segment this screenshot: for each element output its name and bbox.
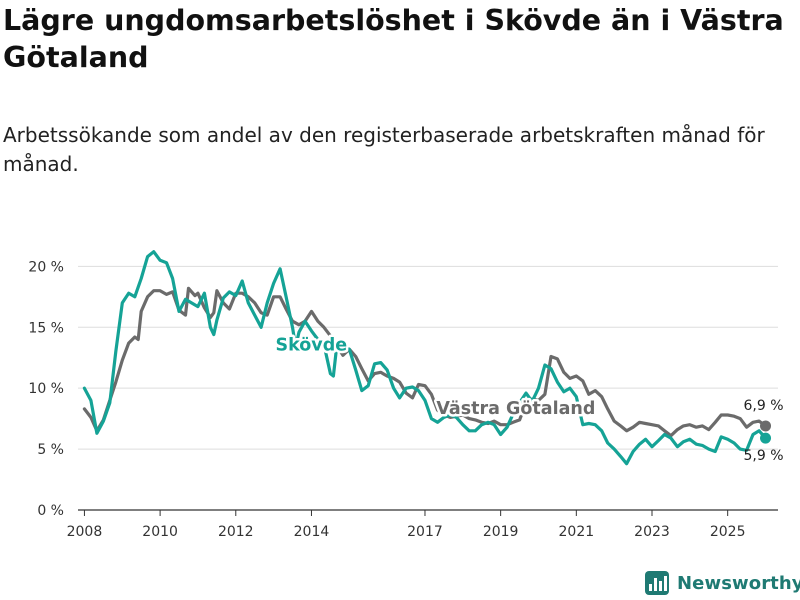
x-tick-label: 2019 xyxy=(483,524,519,540)
axis-layer: 0 % 5 % 10 % 15 % 20 % 2008 2010 2012 2014 2017 20… xyxy=(28,259,745,540)
x-tick-label: 2025 xyxy=(710,524,746,540)
end-value-label: 5,9 % xyxy=(743,448,783,464)
series-layer xyxy=(82,250,772,466)
x-tick-label: 2014 xyxy=(294,524,330,540)
x-tick-label: 2008 xyxy=(67,524,103,540)
chart-subtitle: Arbetssökande som andel av den registerb… xyxy=(3,123,765,176)
x-tick-label: 2021 xyxy=(559,524,595,540)
brand-name: Newsworthy xyxy=(677,572,800,594)
y-tick-label: 5 % xyxy=(37,442,64,458)
x-tick-label: 2012 xyxy=(218,524,254,540)
series-line-skovde xyxy=(82,250,768,466)
series-line-vastra-gotaland xyxy=(82,286,768,438)
end-value-label: 6,9 % xyxy=(743,398,783,414)
y-tick-label: 0 % xyxy=(37,503,64,519)
newsworthy-logo: Newsworthy xyxy=(645,569,800,597)
bar-chart-icon xyxy=(645,571,669,595)
y-tick-label: 10 % xyxy=(28,381,64,397)
series-end-point xyxy=(760,420,772,432)
x-tick-label: 2017 xyxy=(407,524,443,540)
series-label-skovde: Skövde xyxy=(276,335,348,355)
x-tick-label: 2010 xyxy=(142,524,178,540)
y-tick-label: 15 % xyxy=(28,320,64,336)
grid-layer xyxy=(78,265,778,511)
series-label-vastra-gotaland: Västra Götaland xyxy=(436,399,595,419)
label-layer: 6,9 % 5,9 % Västra Götaland Skövde xyxy=(273,333,784,464)
x-tick-label: 2023 xyxy=(634,524,670,540)
y-tick-label: 20 % xyxy=(28,259,64,275)
series-end-point xyxy=(760,432,772,444)
page-title: Lägre ungdomsarbetslöshet i Skövde än i … xyxy=(3,4,784,74)
